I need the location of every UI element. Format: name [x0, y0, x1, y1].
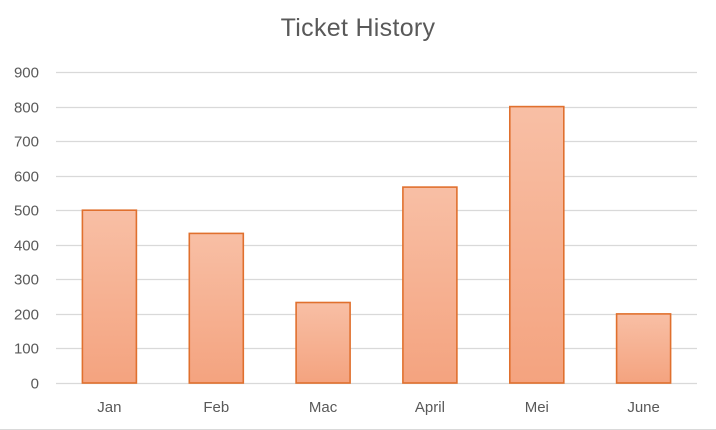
bar-june	[615, 313, 672, 384]
x-category-label-jan: Jan	[97, 399, 121, 416]
bar-mac	[295, 301, 351, 384]
x-category-label-feb: Feb	[203, 399, 229, 416]
y-tick-label: 600	[14, 169, 39, 186]
bars	[81, 105, 672, 384]
bar-april	[402, 186, 458, 384]
x-category-label-mac: Mac	[309, 399, 338, 416]
chart-title: Ticket History	[280, 14, 436, 42]
bar-mei	[508, 105, 565, 384]
x-category-label-april: April	[415, 399, 445, 416]
y-tick-label: 200	[14, 307, 39, 324]
y-tick-label: 400	[14, 238, 39, 255]
y-tick-label: 300	[14, 272, 39, 289]
y-tick-label: 0	[31, 376, 39, 393]
x-category-label-june: June	[627, 399, 660, 416]
gridlines	[56, 71, 697, 385]
bar-jan	[81, 209, 138, 384]
y-tick-label: 500	[14, 203, 39, 220]
y-tick-label: 900	[14, 65, 39, 82]
bar-feb	[188, 232, 245, 384]
y-tick-label: 100	[14, 341, 39, 358]
x-category-label-mei: Mei	[525, 399, 549, 416]
x-axis-category-labels: Jan Feb Mac April Mei June	[97, 399, 660, 416]
y-tick-label: 700	[14, 134, 39, 151]
y-tick-label: 800	[14, 100, 39, 117]
y-axis-tick-labels: 0 100 200 300 400 500 600 700 800 900	[14, 65, 39, 393]
